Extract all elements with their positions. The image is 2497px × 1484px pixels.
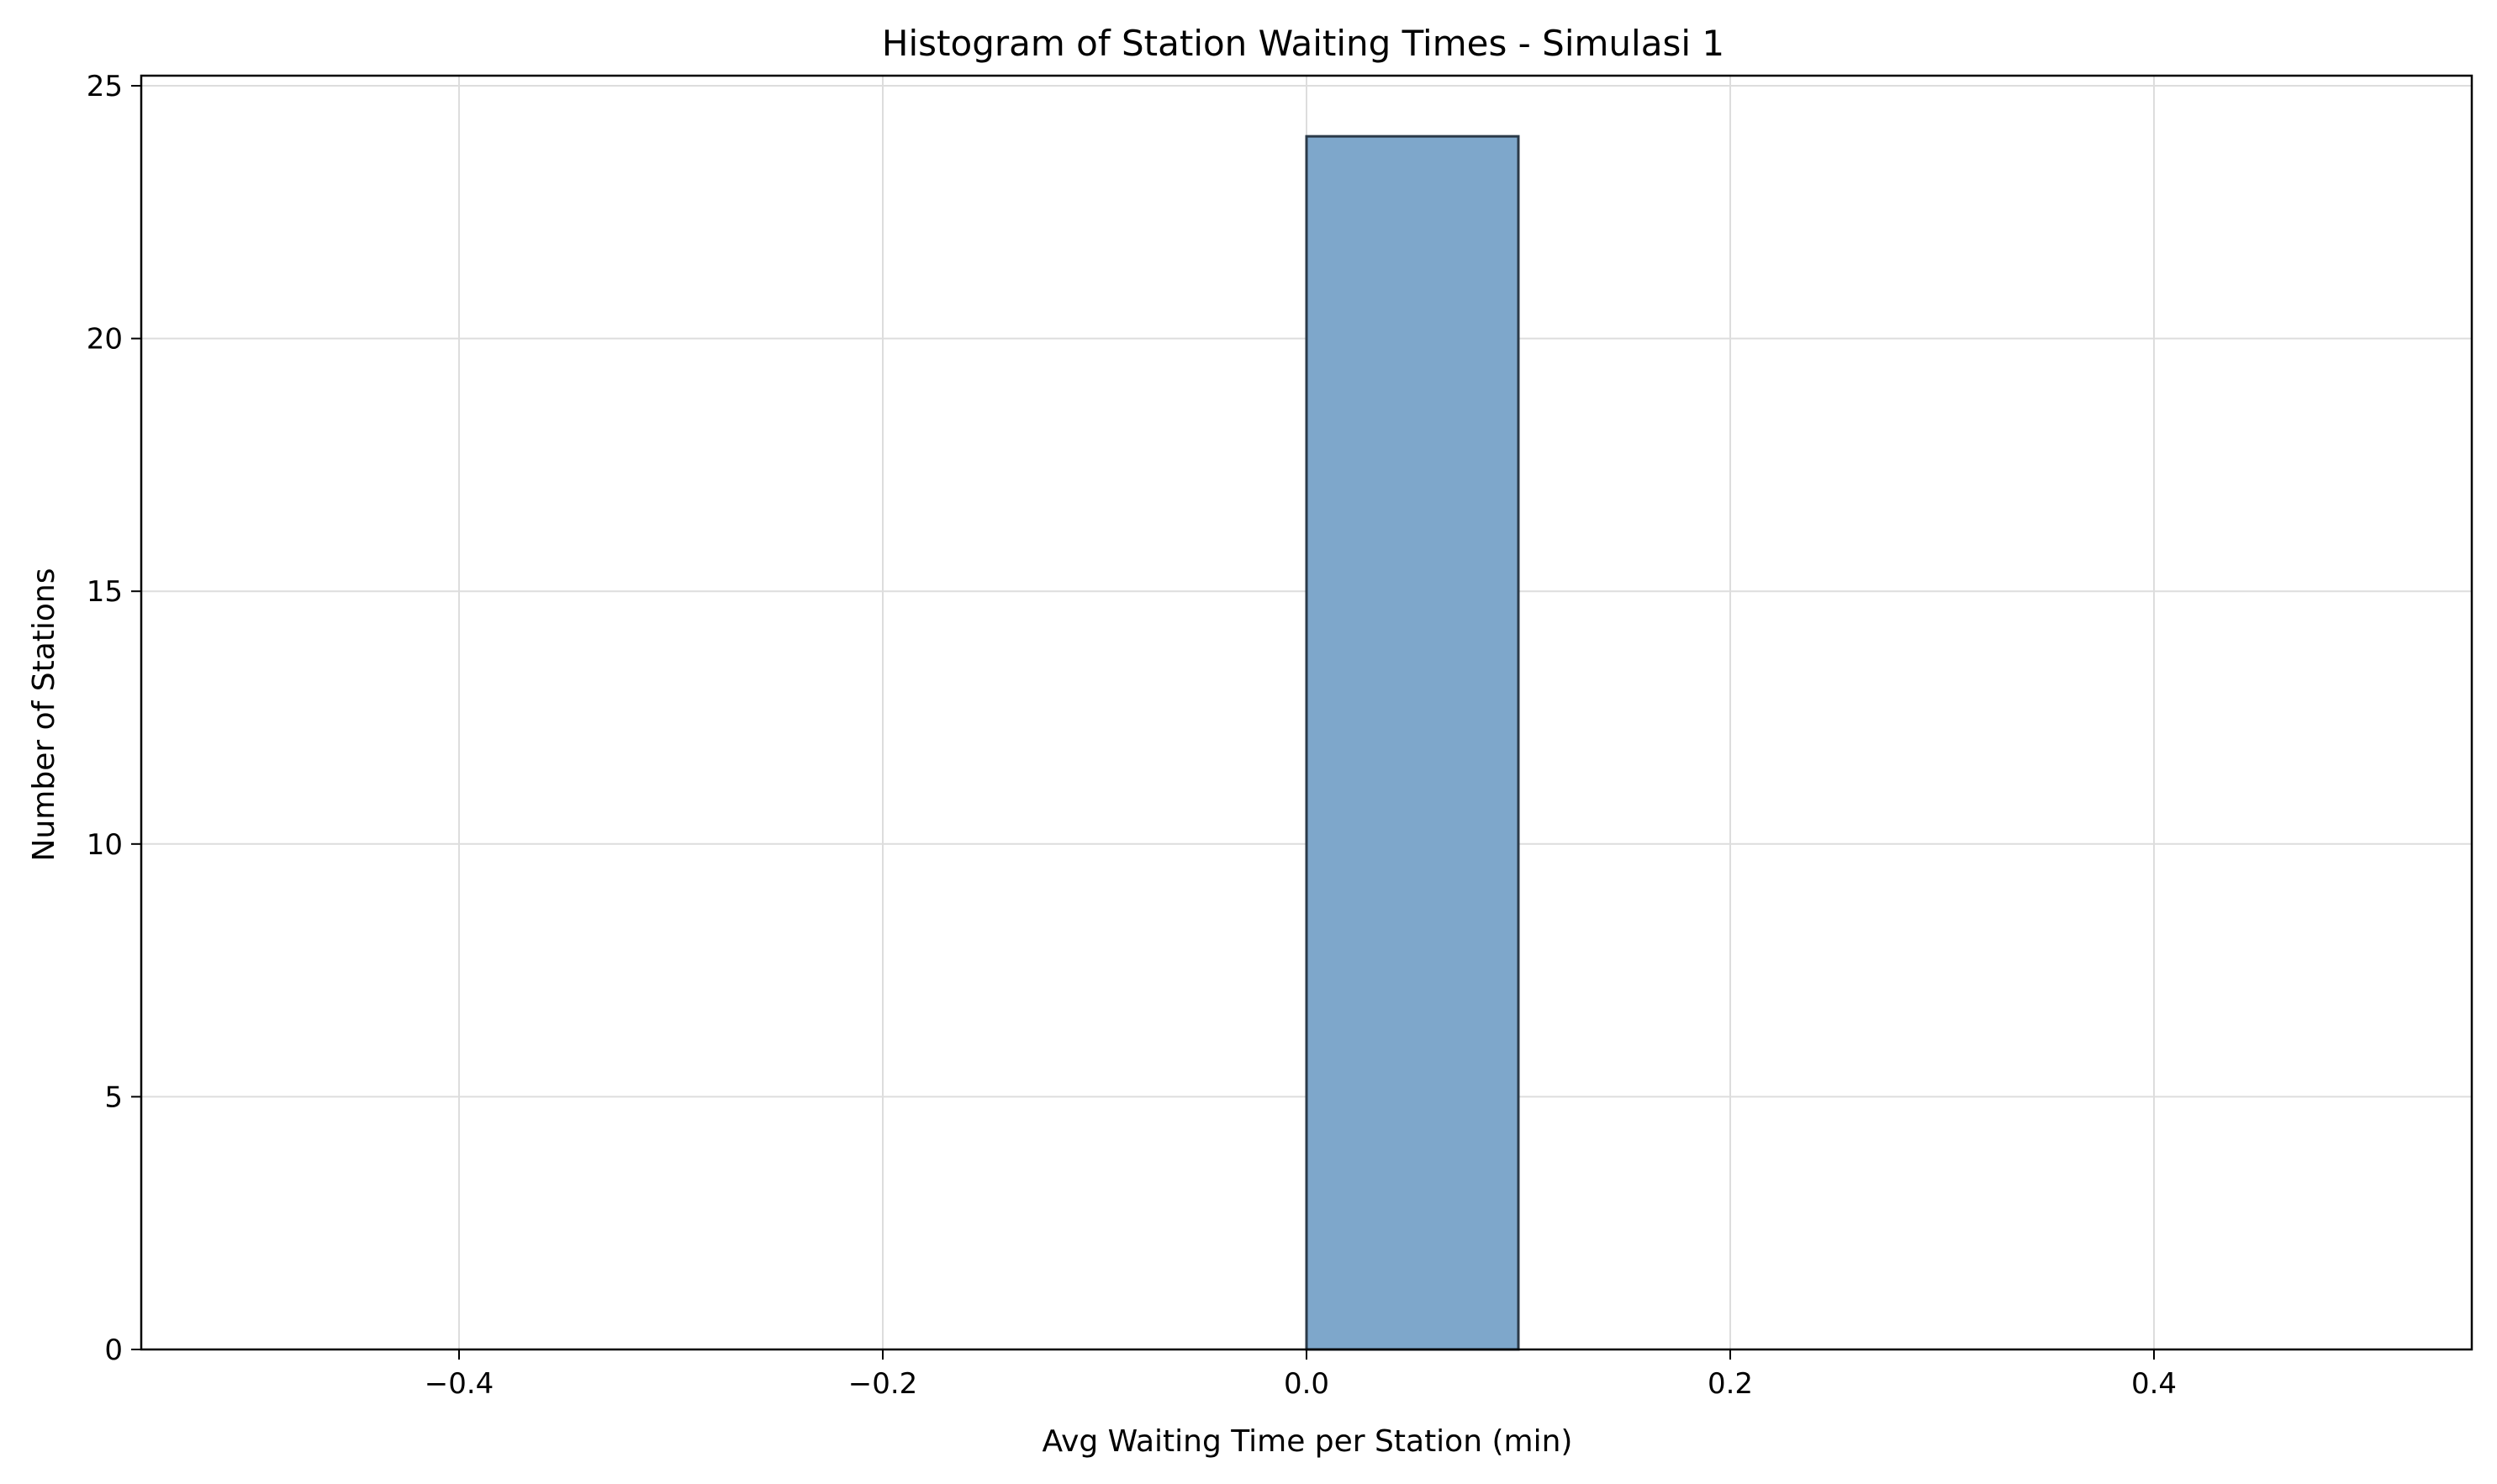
x-axis-label: Avg Waiting Time per Station (min) xyxy=(1043,1424,1573,1459)
x-tick-label: −0.2 xyxy=(848,1367,918,1401)
y-tick-label: 5 xyxy=(104,1080,123,1114)
x-axis-ticks: −0.4 −0.2 0.0 0.2 0.4 xyxy=(425,1349,2177,1401)
bars xyxy=(1305,135,1520,1351)
y-axis-label: Number of Stations xyxy=(27,568,61,862)
x-tick-label: 0.0 xyxy=(1284,1367,1329,1401)
chart-title: Histogram of Station Waiting Times - Sim… xyxy=(882,23,1724,64)
x-tick-label: 0.4 xyxy=(2131,1367,2177,1401)
y-tick-label: 0 xyxy=(104,1333,123,1367)
histogram-bar xyxy=(1305,135,1520,1351)
y-tick-label: 20 xyxy=(87,323,123,356)
x-tick-label: −0.4 xyxy=(425,1367,494,1401)
y-tick-label: 10 xyxy=(87,828,123,862)
x-tick-label: 0.2 xyxy=(1708,1367,1753,1401)
y-tick-label: 15 xyxy=(87,575,123,609)
y-tick-label: 25 xyxy=(87,70,123,103)
y-axis-ticks: 0 5 10 15 20 25 xyxy=(87,70,141,1367)
